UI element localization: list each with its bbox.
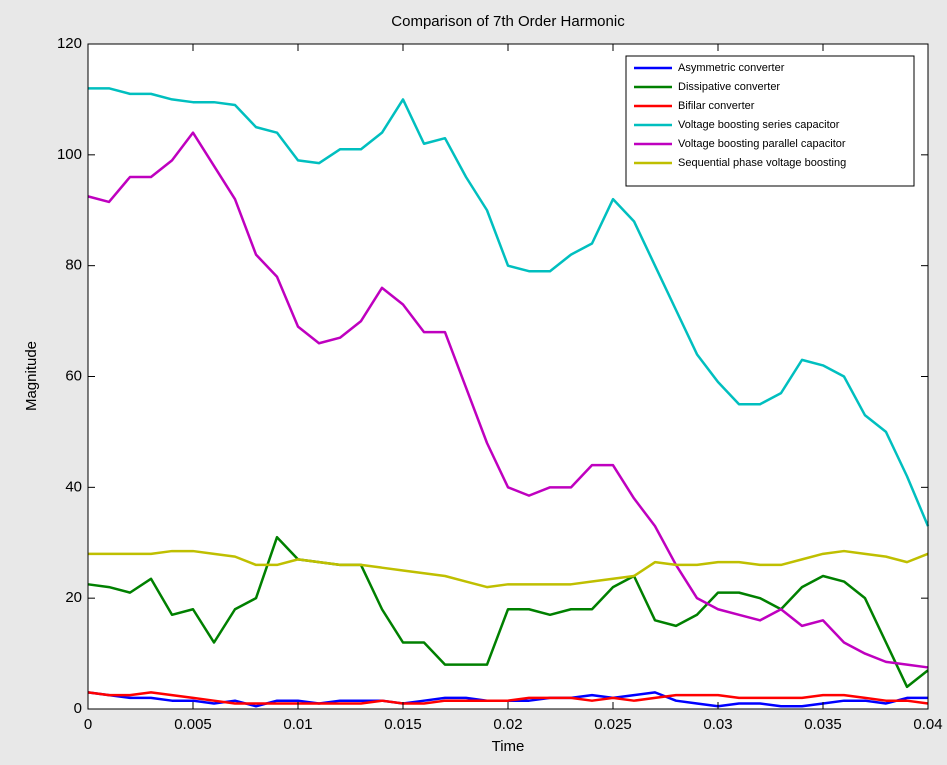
x-tick-label: 0.03 <box>703 716 732 733</box>
y-tick-label: 100 <box>57 146 82 163</box>
legend: Asymmetric converter Dissipative converte… <box>625 55 915 187</box>
y-tick-label: 0 <box>74 700 82 717</box>
legend-label: Asymmetric converter <box>678 62 785 74</box>
x-tick-label: 0.02 <box>493 716 522 733</box>
legend-label: Sequential phase voltage boosting <box>678 157 846 169</box>
series-line <box>87 535 929 689</box>
legend-label: Dissipative converter <box>678 81 780 93</box>
x-tick-label: 0.015 <box>384 716 422 733</box>
x-tick-label: 0.025 <box>594 716 632 733</box>
legend-box <box>625 55 915 187</box>
x-tick-label: 0 <box>84 716 92 733</box>
x-tick-label: 0.005 <box>174 716 212 733</box>
legend-label: Bifilar converter <box>678 100 755 112</box>
legend-label: Voltage boosting parallel capacitor <box>678 138 846 150</box>
y-tick-label: 20 <box>65 589 82 606</box>
legend-label: Voltage boosting series capacitor <box>678 119 840 131</box>
series-line <box>88 549 929 589</box>
x-tick-label: 0.035 <box>804 716 842 733</box>
series-line <box>87 131 929 669</box>
x-tick-label: 0.04 <box>913 716 942 733</box>
chart-title: Comparison of 7th Order Harmonic <box>391 13 625 30</box>
series-line <box>88 87 930 527</box>
x-tick-label: 0.01 <box>283 716 312 733</box>
y-tick-label: 120 <box>57 35 82 52</box>
y-tick-label: 60 <box>65 367 82 384</box>
y-tick-label: 80 <box>65 257 82 274</box>
y-tick-label: 40 <box>65 478 82 495</box>
x-axis-label: Time <box>492 738 525 755</box>
series-line <box>87 691 929 705</box>
y-axis-label: Magnitude <box>23 341 40 411</box>
